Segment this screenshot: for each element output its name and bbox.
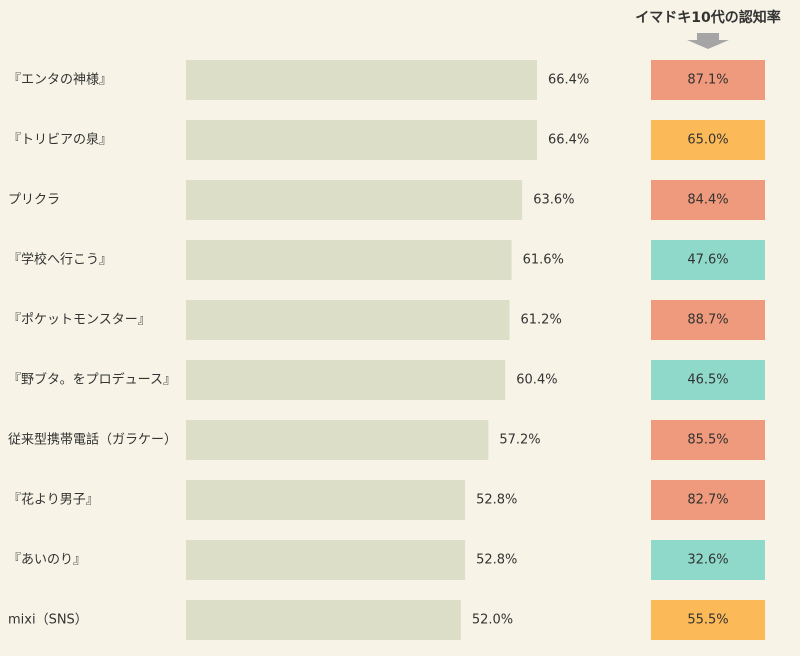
rate-label: 46.5% bbox=[687, 373, 728, 388]
rate-box bbox=[651, 420, 765, 460]
bar bbox=[186, 240, 512, 280]
category-label: 『学校へ行こう』 bbox=[8, 252, 112, 268]
category-label: 従来型携帯電話（ガラケー） bbox=[8, 432, 177, 448]
rate-box bbox=[651, 120, 765, 160]
category-label: 『ポケットモンスター』 bbox=[8, 313, 151, 328]
category-label: mixi（SNS） bbox=[8, 613, 88, 628]
rate-label: 85.5% bbox=[687, 433, 728, 448]
category-label: 『あいのり』 bbox=[8, 553, 86, 568]
rate-box bbox=[651, 180, 765, 220]
rate-box bbox=[651, 540, 765, 580]
value-label: 66.4% bbox=[548, 73, 589, 88]
bar bbox=[186, 300, 510, 340]
bar bbox=[186, 360, 506, 400]
column-title: イマドキ10代の認知率 bbox=[635, 9, 780, 26]
rate-label: 47.6% bbox=[687, 253, 728, 268]
bar bbox=[186, 600, 461, 640]
value-label: 57.2% bbox=[499, 433, 540, 448]
arrow bbox=[687, 33, 729, 49]
category-label: プリクラ bbox=[8, 193, 60, 208]
rate-box bbox=[651, 360, 765, 400]
category-label: 『エンタの神様』 bbox=[8, 73, 112, 88]
value-label: 52.0% bbox=[472, 613, 513, 628]
rate-label: 55.5% bbox=[687, 613, 728, 628]
value-label: 60.4% bbox=[516, 373, 557, 388]
rate-label: 88.7% bbox=[687, 313, 728, 328]
bar bbox=[186, 480, 466, 520]
rate-box bbox=[651, 60, 765, 100]
rate-box bbox=[651, 480, 765, 520]
rate-label: 65.0% bbox=[687, 133, 728, 148]
rate-label: 87.1% bbox=[687, 73, 728, 88]
category-label: 『野ブタ。をプロデュース』 bbox=[8, 372, 176, 388]
bar bbox=[186, 540, 466, 580]
category-label: 『花より男子』 bbox=[8, 492, 99, 508]
value-label: 52.8% bbox=[476, 553, 517, 568]
rate-label: 82.7% bbox=[687, 493, 728, 508]
value-label: 52.8% bbox=[476, 493, 517, 508]
rate-box bbox=[651, 600, 765, 640]
category-label: 『トリビアの泉』 bbox=[8, 132, 112, 148]
value-label: 61.6% bbox=[523, 253, 564, 268]
rate-box bbox=[651, 300, 765, 340]
rate-label: 84.4% bbox=[687, 193, 728, 208]
bar bbox=[186, 180, 523, 220]
value-label: 66.4% bbox=[548, 133, 589, 148]
bar bbox=[186, 60, 537, 100]
rate-box bbox=[651, 240, 765, 280]
bar bbox=[186, 120, 537, 160]
value-label: 61.2% bbox=[521, 313, 562, 328]
value-label: 63.6% bbox=[533, 193, 574, 208]
rate-label: 32.6% bbox=[687, 553, 728, 568]
bar bbox=[186, 420, 489, 460]
